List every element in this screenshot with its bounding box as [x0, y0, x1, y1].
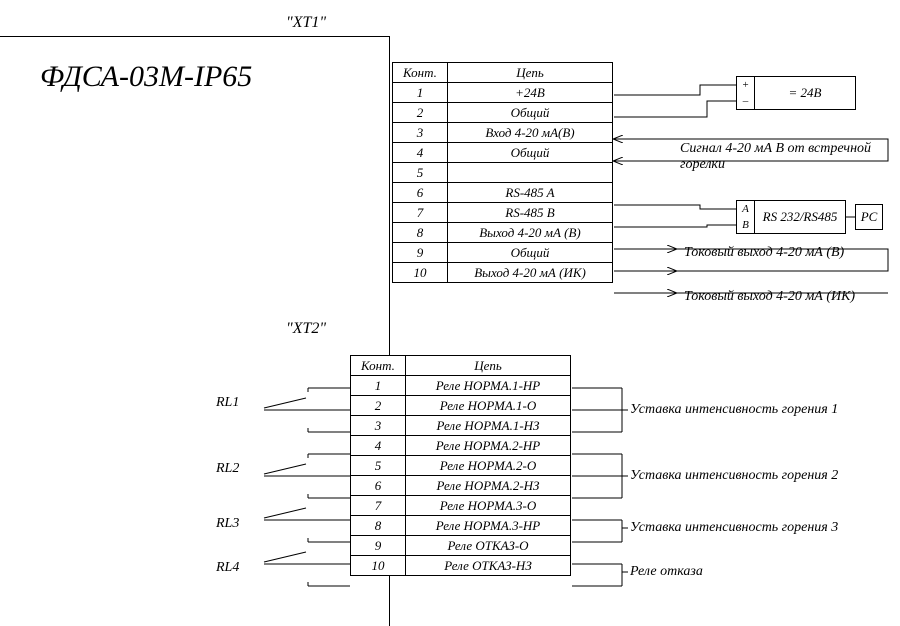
wiring-svg: [0, 0, 900, 609]
